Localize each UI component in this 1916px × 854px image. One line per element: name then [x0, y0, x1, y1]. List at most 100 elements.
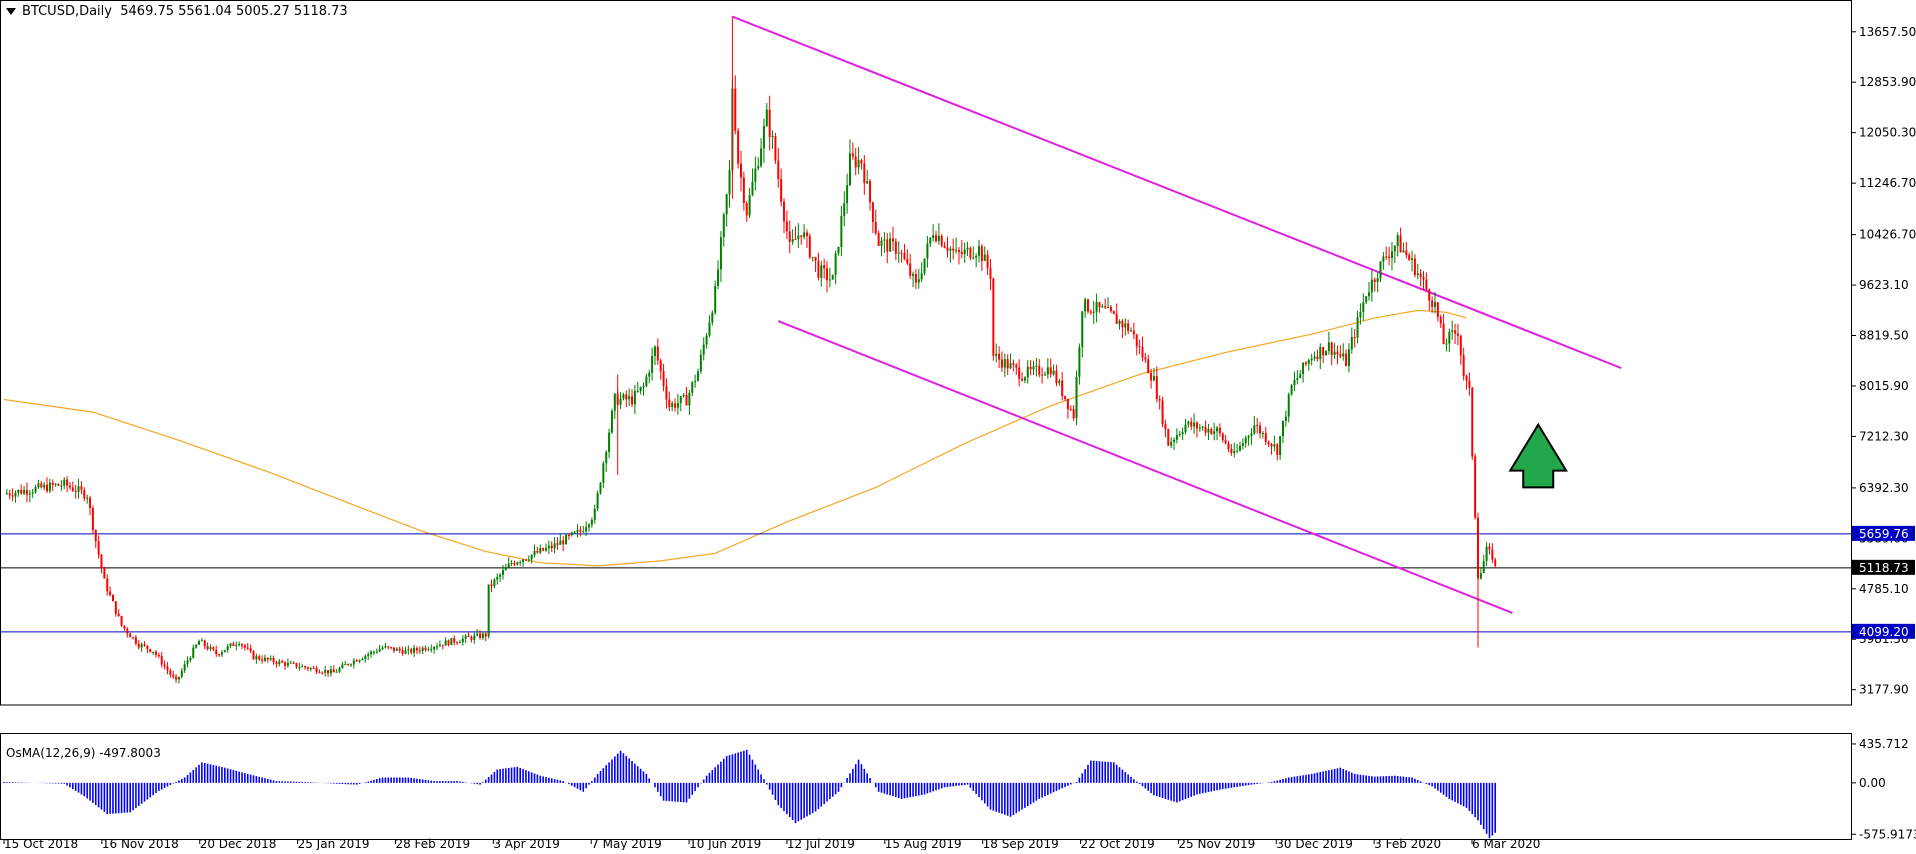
candle-body: [834, 253, 837, 275]
candle-body: [854, 156, 857, 168]
candle-body: [573, 531, 576, 533]
candle-body: [315, 668, 318, 673]
candle-body: [906, 258, 909, 264]
candle-body: [900, 252, 903, 254]
candle-body: [126, 628, 129, 634]
candle-body: [424, 647, 427, 651]
candle-body: [1402, 250, 1405, 253]
candle-body: [559, 540, 562, 545]
candle-body: [1127, 323, 1130, 332]
candle-body: [361, 658, 364, 661]
candle-body: [1204, 426, 1207, 433]
candle-body: [1164, 424, 1167, 430]
candle-body: [263, 657, 266, 661]
candle-body: [547, 545, 550, 549]
candle-body: [711, 312, 714, 323]
candle-body: [851, 153, 854, 157]
candle-body: [605, 452, 608, 464]
candle-body: [576, 529, 579, 532]
candle-body: [218, 654, 221, 656]
candle-body: [54, 484, 57, 486]
candle-body: [1385, 256, 1388, 258]
candle-body: [1284, 416, 1287, 422]
candle-body: [195, 644, 198, 648]
date-tick-label: 6 Mar 2020: [1472, 837, 1540, 850]
candle-body: [114, 601, 117, 614]
candle-body: [1370, 279, 1373, 293]
candle-body: [1388, 256, 1391, 259]
candle-body: [1213, 431, 1216, 434]
candle-body: [530, 554, 533, 560]
candle-body: [920, 273, 923, 280]
candle-body: [791, 239, 794, 242]
chart-header: BTCUSD,Daily 5469.75 5561.04 5005.27 511…: [0, 4, 348, 19]
candle-body: [1026, 366, 1029, 378]
candle-body: [438, 644, 441, 647]
candle-body: [1193, 422, 1196, 427]
candle-body: [533, 550, 536, 555]
candle-body: [567, 534, 570, 536]
candle-body: [349, 664, 352, 666]
candle-body: [940, 235, 943, 246]
price-tick-label: 12853.90: [1859, 75, 1916, 89]
candle-body: [817, 260, 820, 278]
candle-body: [863, 163, 866, 184]
candle-body: [203, 640, 206, 647]
date-tick-label: 10 Jun 2019: [689, 837, 761, 850]
candle-body: [1109, 306, 1112, 312]
date-tick-label: 3 Feb 2020: [1374, 837, 1441, 850]
candle-body: [1425, 279, 1428, 290]
candle-body: [1012, 363, 1015, 365]
candle-body: [309, 667, 312, 669]
candle-body: [1350, 337, 1353, 350]
candle-body: [1238, 445, 1241, 451]
candle-body: [1353, 337, 1356, 339]
candle-body: [1058, 380, 1061, 383]
price-tick-label: 6392.30: [1859, 481, 1909, 495]
candle-body: [891, 238, 894, 242]
candle-body: [1029, 366, 1032, 370]
candle-body: [937, 235, 940, 242]
level-label-bg: [1852, 623, 1915, 639]
candle-body: [734, 88, 737, 131]
candle-body: [1330, 342, 1333, 355]
candle-body: [1396, 235, 1399, 247]
candle-body: [1439, 316, 1442, 324]
candle-body: [808, 236, 811, 258]
candle-body: [71, 487, 74, 491]
candle-body: [324, 670, 327, 673]
candle-body: [34, 487, 37, 493]
candle-body: [86, 497, 89, 499]
candle-body: [120, 615, 123, 626]
candle-body: [453, 638, 456, 643]
candle-body: [679, 396, 682, 404]
candle-body: [109, 591, 112, 596]
candle-body: [1198, 427, 1201, 429]
candle-body: [186, 660, 189, 665]
candle-body: [66, 479, 69, 486]
level-label: 5118.73: [1859, 561, 1909, 575]
candle-body: [304, 666, 307, 668]
candle-body: [553, 543, 556, 549]
candle-body: [106, 578, 109, 592]
level-label: 5659.76: [1859, 527, 1909, 541]
candle-body: [762, 125, 765, 149]
candle-body: [149, 648, 152, 652]
candle-body: [1379, 261, 1382, 279]
candle-body: [1098, 302, 1101, 308]
candle-body: [1064, 395, 1067, 399]
symbol-dropdown-icon[interactable]: [6, 7, 16, 15]
candle-body: [1345, 353, 1348, 366]
price-tick-label: 4785.10: [1859, 582, 1909, 596]
candle-body: [1456, 333, 1459, 336]
candle-body: [1373, 279, 1376, 283]
candle-body: [157, 654, 160, 657]
candle-body: [496, 576, 499, 580]
date-tick-label: 12 Jul 2019: [787, 837, 855, 850]
candle-body: [123, 625, 126, 629]
price-tick-label: 13657.50: [1859, 25, 1916, 39]
candle-body: [1270, 444, 1273, 447]
candle-body: [1035, 365, 1038, 367]
candle-body: [243, 645, 246, 648]
